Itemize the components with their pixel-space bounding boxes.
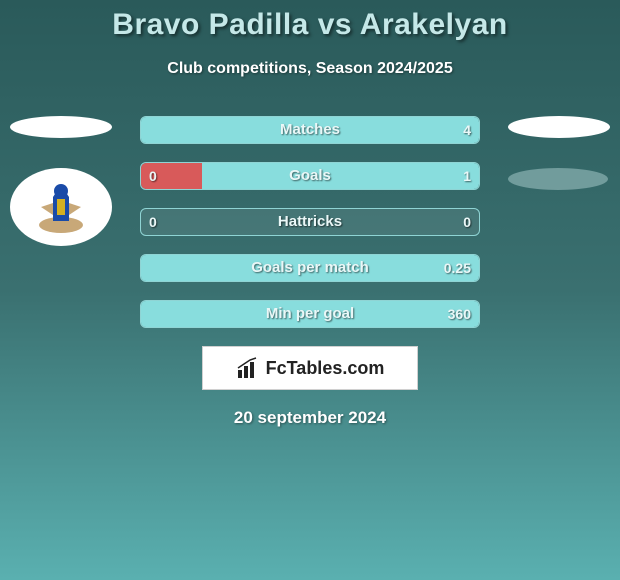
page-title: Bravo Padilla vs Arakelyan	[0, 8, 620, 42]
watermark[interactable]: FcTables.com	[202, 346, 418, 390]
stat-label: Goals	[141, 163, 479, 189]
left-decoration	[10, 116, 112, 246]
club-crest-icon	[31, 177, 91, 237]
ellipse-top-right	[508, 116, 610, 138]
right-decoration	[508, 116, 610, 190]
ellipse-top-left	[10, 116, 112, 138]
stat-value-right: 0	[463, 209, 471, 235]
stat-row: Min per goal360	[140, 300, 480, 328]
subtitle: Club competitions, Season 2024/2025	[0, 60, 620, 78]
stat-value-right: 4	[463, 117, 471, 143]
stat-value-right: 0.25	[444, 255, 471, 281]
stat-row: 0Goals1	[140, 162, 480, 190]
ellipse-small-right	[508, 168, 608, 190]
stat-bars: Matches40Goals10Hattricks0Goals per matc…	[140, 116, 480, 328]
stat-label: Goals per match	[141, 255, 479, 281]
stat-row: Goals per match0.25	[140, 254, 480, 282]
date-text: 20 september 2024	[0, 408, 620, 428]
stat-label: Min per goal	[141, 301, 479, 327]
stat-row: 0Hattricks0	[140, 208, 480, 236]
stat-label: Hattricks	[141, 209, 479, 235]
infographic-container: Bravo Padilla vs Arakelyan Club competit…	[0, 0, 620, 428]
stat-value-right: 1	[463, 163, 471, 189]
stat-value-right: 360	[448, 301, 471, 327]
stats-area: Matches40Goals10Hattricks0Goals per matc…	[0, 116, 620, 428]
watermark-text: FcTables.com	[266, 358, 385, 379]
club-logo-container	[10, 168, 112, 246]
stat-label: Matches	[141, 117, 479, 143]
stat-row: Matches4	[140, 116, 480, 144]
bar-chart-icon	[236, 356, 260, 380]
